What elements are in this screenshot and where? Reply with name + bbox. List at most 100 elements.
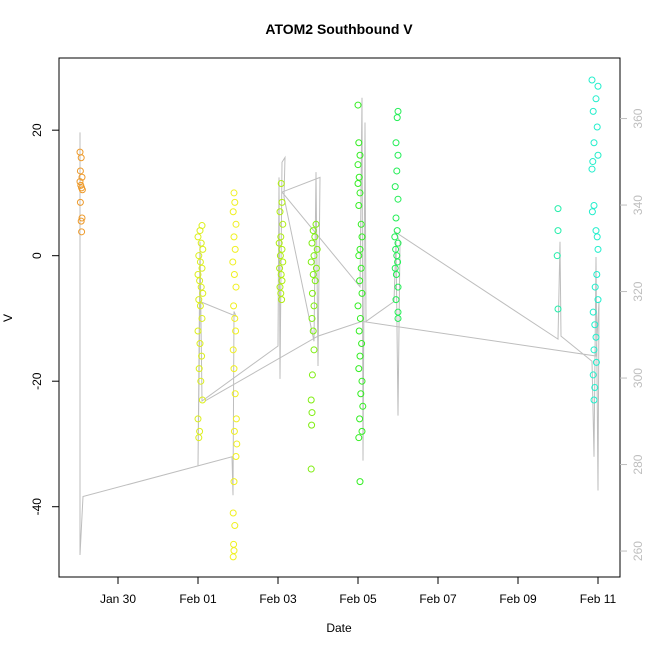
point xyxy=(308,371,316,379)
point xyxy=(393,167,401,175)
point xyxy=(356,189,364,197)
point xyxy=(78,214,86,222)
point xyxy=(359,402,367,410)
point xyxy=(230,365,238,373)
point xyxy=(313,245,321,253)
point xyxy=(195,296,203,304)
point xyxy=(196,302,204,310)
point xyxy=(553,252,561,260)
point xyxy=(392,214,400,222)
y-tick-label: -40 xyxy=(30,498,44,516)
point xyxy=(277,180,285,188)
point xyxy=(392,139,400,147)
point xyxy=(279,258,287,266)
point xyxy=(194,415,202,423)
point xyxy=(590,201,598,209)
point xyxy=(355,201,363,209)
point xyxy=(588,76,596,84)
plot-frame xyxy=(58,57,621,578)
point xyxy=(394,314,402,322)
point xyxy=(310,346,318,354)
point xyxy=(197,239,205,247)
point xyxy=(197,377,205,385)
point xyxy=(393,114,401,122)
point xyxy=(393,227,401,235)
y-tick-label: -20 xyxy=(30,372,44,390)
point xyxy=(198,314,206,322)
point xyxy=(355,327,363,335)
point xyxy=(356,314,364,322)
point xyxy=(588,165,596,173)
point xyxy=(593,271,601,279)
point xyxy=(594,296,602,304)
point xyxy=(307,396,315,404)
point xyxy=(590,139,598,147)
point xyxy=(594,245,602,253)
point xyxy=(391,233,399,241)
point xyxy=(199,245,207,253)
point xyxy=(591,283,599,291)
x-axis-label: Date xyxy=(326,621,352,635)
point xyxy=(593,123,601,131)
point xyxy=(231,198,239,206)
point xyxy=(358,427,366,435)
point xyxy=(195,252,203,260)
x-tick-label: Jan 30 xyxy=(100,592,136,606)
point xyxy=(355,365,363,373)
point xyxy=(592,95,600,103)
y-tick-label: 20 xyxy=(30,123,44,137)
point xyxy=(588,208,596,216)
y2-tick-label: 320 xyxy=(631,281,645,301)
point xyxy=(198,396,206,404)
point xyxy=(589,371,597,379)
point xyxy=(308,239,316,247)
point xyxy=(229,346,237,354)
point xyxy=(278,198,286,206)
point xyxy=(356,277,364,285)
point xyxy=(76,178,84,186)
y2-tick-label: 280 xyxy=(631,454,645,474)
point xyxy=(231,390,239,398)
x-tick-label: Feb 03 xyxy=(259,592,297,606)
point xyxy=(78,173,86,181)
point xyxy=(231,245,239,253)
point xyxy=(309,227,317,235)
point xyxy=(391,183,399,191)
point xyxy=(308,421,316,429)
x-tick-label: Feb 07 xyxy=(419,592,457,606)
point xyxy=(276,208,284,216)
point xyxy=(229,208,237,216)
point xyxy=(77,154,85,162)
point xyxy=(355,252,363,260)
point xyxy=(591,321,599,329)
point xyxy=(230,427,238,435)
point xyxy=(355,434,363,442)
point xyxy=(589,158,597,166)
point xyxy=(308,409,316,417)
point xyxy=(309,271,317,279)
x-tick-label: Feb 05 xyxy=(339,592,377,606)
point xyxy=(230,302,238,310)
point xyxy=(591,383,599,391)
point xyxy=(278,245,286,253)
point xyxy=(357,264,365,272)
point xyxy=(196,277,204,285)
y2-tick-label: 300 xyxy=(631,368,645,388)
point xyxy=(554,205,562,213)
point xyxy=(356,415,364,423)
point xyxy=(196,340,204,348)
point xyxy=(230,271,238,279)
point xyxy=(554,305,562,313)
chart-title: ATOM2 Southbound V xyxy=(265,21,413,37)
point xyxy=(309,327,317,335)
point xyxy=(311,277,319,285)
point xyxy=(278,296,286,304)
point xyxy=(592,358,600,366)
point xyxy=(78,228,86,236)
point xyxy=(358,289,366,297)
point xyxy=(311,233,319,241)
point xyxy=(589,107,597,115)
point xyxy=(194,327,202,335)
point xyxy=(394,258,402,266)
y-axis-label: V xyxy=(1,314,15,322)
